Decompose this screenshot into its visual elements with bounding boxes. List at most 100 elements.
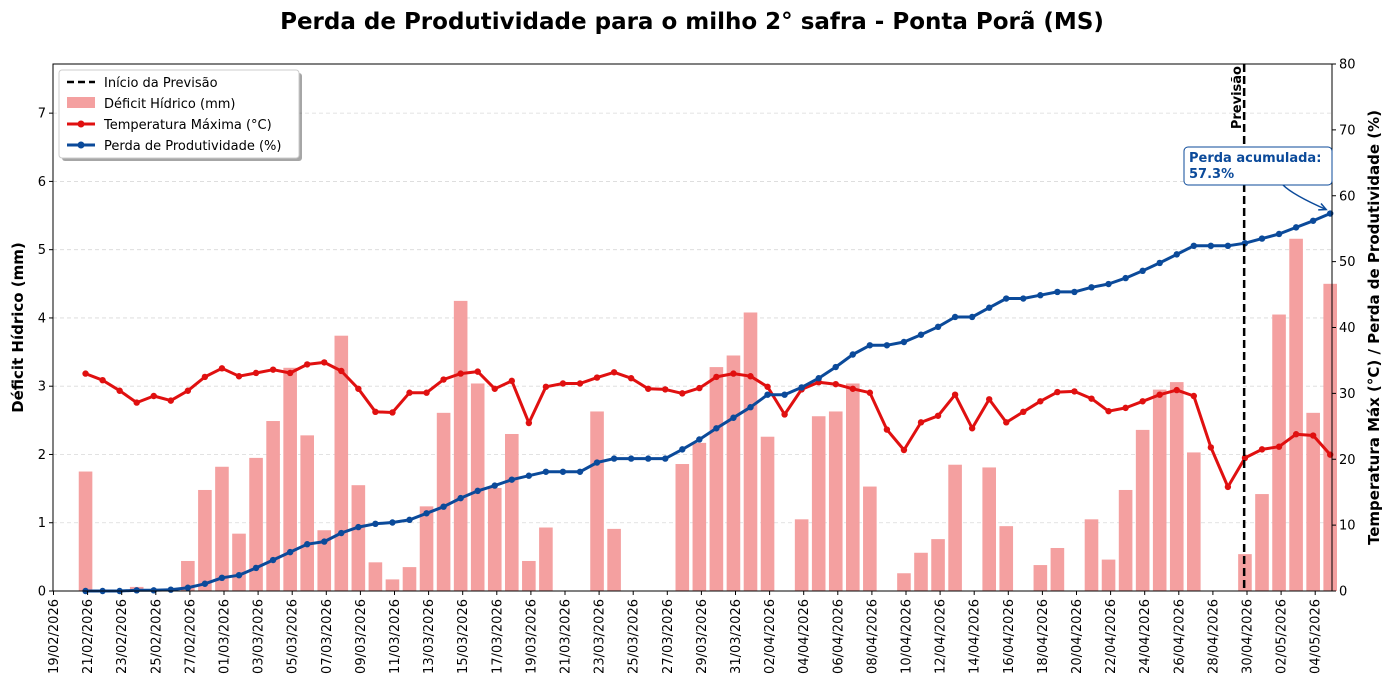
temperature-point xyxy=(1139,398,1146,405)
temperature-point xyxy=(116,387,123,394)
left-tick-label: 7 xyxy=(38,107,46,122)
loss-point xyxy=(781,391,788,398)
temperature-point xyxy=(610,369,618,376)
deficit-bar xyxy=(181,560,195,591)
deficit-bar xyxy=(368,562,383,591)
temperature-point xyxy=(832,380,839,388)
temperature-point xyxy=(269,366,277,373)
temperature-point xyxy=(1071,388,1078,395)
temperature-point xyxy=(1122,404,1129,412)
temperature-point xyxy=(917,419,925,426)
loss-point xyxy=(542,468,550,475)
x-tick-label: 10/04/2026 xyxy=(900,599,915,674)
legend: Início da Previsão Déficit Hídrico (mm) … xyxy=(58,69,302,161)
annotation-arrow xyxy=(1282,184,1327,211)
loss-point xyxy=(269,556,277,564)
x-tick-label: 18/04/2026 xyxy=(1036,599,1051,674)
temperature-point xyxy=(82,370,89,377)
deficit-bar xyxy=(283,367,297,591)
temperature-point xyxy=(764,383,771,390)
legend-forecast-label: Início da Previsão xyxy=(104,76,218,91)
annotation-text: Perda acumulada: xyxy=(1189,151,1321,166)
temperature-point xyxy=(338,367,345,375)
x-tick-label: 15/03/2026 xyxy=(456,599,471,674)
deficit-bar xyxy=(453,300,468,591)
x-tick-label: 07/03/2026 xyxy=(320,599,335,674)
temperature-series xyxy=(82,359,1334,491)
deficit-bar xyxy=(590,411,604,591)
loss-point xyxy=(235,571,243,579)
deficit-bar xyxy=(266,421,280,591)
loss-point xyxy=(218,574,226,582)
x-tick-label: 25/02/2026 xyxy=(149,599,164,674)
temperature-point xyxy=(593,374,601,381)
temperature-point xyxy=(934,412,942,419)
temperature-point xyxy=(184,387,192,394)
temperature-point xyxy=(645,385,652,392)
x-tick-label: 08/04/2026 xyxy=(865,599,880,674)
loss-point xyxy=(849,351,856,358)
deficit-bar xyxy=(78,471,93,591)
deficit-bar xyxy=(675,464,690,591)
deficit-bar xyxy=(334,335,349,591)
x-tick-label: 22/04/2026 xyxy=(1104,599,1119,674)
deficit-bar xyxy=(709,367,724,591)
right-axis: 0 10 20 30 40 50 60 70 80 xyxy=(1332,58,1356,600)
loss-point xyxy=(1020,295,1027,302)
x-tick-label: 04/05/2026 xyxy=(1309,599,1324,674)
loss-point xyxy=(1037,292,1044,299)
loss-point xyxy=(798,384,805,391)
deficit-bar xyxy=(914,552,928,591)
deficit-bar xyxy=(897,573,911,591)
temperature-point xyxy=(321,359,328,366)
temperature-point xyxy=(423,389,430,396)
temperature-point xyxy=(883,426,891,433)
deficit-bar xyxy=(470,383,485,591)
deficit-bar xyxy=(215,466,229,591)
loss-point xyxy=(559,468,567,475)
x-tick-label: 19/02/2026 xyxy=(47,599,62,674)
left-axis-title: Déficit Hídrico (mm) xyxy=(9,242,27,413)
right-tick-label: 60 xyxy=(1339,189,1356,204)
temperature-point xyxy=(355,385,362,392)
temperature-point xyxy=(559,380,567,387)
temperature-point xyxy=(781,411,788,418)
left-tick-label: 0 xyxy=(38,585,46,600)
x-tick-label: 20/04/2026 xyxy=(1070,599,1085,674)
x-tick-label: 27/02/2026 xyxy=(183,599,198,674)
deficit-bar xyxy=(317,530,332,591)
temperature-point xyxy=(968,425,976,432)
loss-point xyxy=(1088,284,1095,291)
loss-point xyxy=(440,503,447,510)
deficit-bar xyxy=(1084,519,1099,591)
loss-point xyxy=(508,476,515,483)
temperature-point xyxy=(99,377,106,384)
x-tick-label: 03/03/2026 xyxy=(252,599,267,674)
temperature-point xyxy=(372,408,379,416)
deficit-bar xyxy=(1101,559,1116,591)
temperature-point xyxy=(713,373,720,381)
loss-point xyxy=(133,587,140,594)
deficit-bar xyxy=(1289,238,1303,591)
loss-point xyxy=(934,323,942,331)
deficit-bar xyxy=(1272,314,1286,591)
temperature-point xyxy=(866,389,874,396)
x-tick-label: 31/03/2026 xyxy=(729,599,744,674)
deficit-bar xyxy=(999,526,1014,591)
loss-point xyxy=(645,455,652,462)
loss-point xyxy=(372,520,379,528)
loss-point xyxy=(696,436,703,443)
deficit-bars xyxy=(78,238,1337,591)
x-tick-label: 30/04/2026 xyxy=(1241,599,1256,674)
right-tick-label: 20 xyxy=(1339,453,1356,468)
temperature-point xyxy=(1258,446,1266,453)
temperature-point xyxy=(167,397,174,404)
temperature-point xyxy=(1207,444,1215,451)
deficit-bar xyxy=(726,355,741,591)
temperature-point xyxy=(304,361,311,368)
temperature-point xyxy=(1241,454,1249,462)
loss-point xyxy=(406,516,413,524)
loss-point xyxy=(389,519,396,526)
deficit-bar xyxy=(1187,452,1201,591)
legend-loss-marker xyxy=(77,141,85,149)
